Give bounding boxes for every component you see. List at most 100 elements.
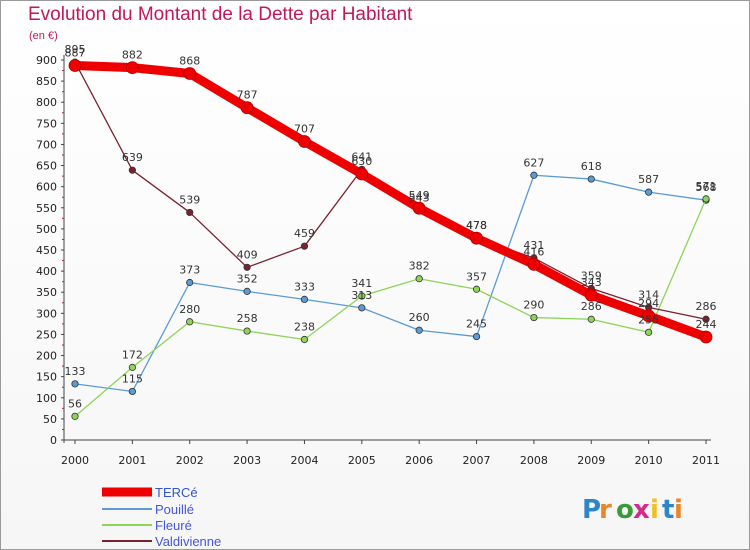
- data-label: 887: [65, 46, 86, 59]
- x-tick-label: 2000: [61, 454, 89, 467]
- x-tick-label: 2001: [118, 454, 146, 467]
- data-label: 478: [466, 219, 487, 232]
- y-tick-label: 550: [36, 202, 57, 215]
- data-point: [415, 326, 423, 334]
- data-point: [240, 101, 254, 115]
- data-label: 357: [466, 270, 487, 283]
- data-label: 543: [409, 192, 430, 205]
- data-point: [300, 295, 309, 303]
- y-tick-label: 400: [36, 265, 57, 278]
- legend-label: Pouillé: [155, 502, 194, 517]
- y-tick-label: 250: [36, 328, 57, 341]
- data-label: 787: [237, 89, 258, 102]
- data-label: 571: [696, 180, 717, 193]
- data-label: 549: [409, 189, 430, 202]
- x-tick-label: 2004: [290, 454, 318, 467]
- legend-label: Fleuré: [155, 518, 192, 533]
- y-tick-label: 700: [36, 138, 57, 151]
- y-tick-label: 800: [36, 96, 57, 109]
- data-label: 568: [696, 181, 717, 194]
- y-tick-label: 350: [36, 286, 57, 299]
- data-label: 868: [179, 55, 200, 68]
- data-point: [298, 135, 311, 148]
- y-tick-label: 650: [36, 160, 57, 173]
- data-label: 294: [638, 297, 659, 310]
- chart-title: Evolution du Montant de la Dette par Hab…: [28, 4, 413, 25]
- data-label: 382: [409, 260, 430, 273]
- data-point: [186, 208, 194, 217]
- data-point: [243, 287, 251, 295]
- data-point: [699, 330, 713, 344]
- data-point: [71, 380, 79, 388]
- data-label: 587: [638, 173, 659, 186]
- data-label: 373: [179, 264, 200, 277]
- y-tick-label: 900: [36, 54, 57, 67]
- logo-letter: o: [616, 495, 634, 525]
- data-point: [645, 188, 653, 196]
- data-label: 133: [65, 365, 86, 378]
- data-point: [472, 285, 481, 293]
- y-tick-label: 100: [36, 392, 57, 405]
- data-label: 333: [294, 280, 315, 293]
- x-tick-label: 2006: [405, 454, 433, 467]
- y-tick-label: 600: [36, 181, 57, 194]
- data-point: [642, 309, 656, 323]
- data-point: [71, 412, 79, 420]
- y-tick-label: 0: [50, 434, 57, 447]
- logo-letter: i: [650, 495, 659, 525]
- data-point: [527, 257, 541, 271]
- data-label: 630: [351, 155, 372, 168]
- x-tick-label: 2008: [520, 454, 548, 467]
- series-line-tercé: [70, 60, 711, 342]
- y-tick-label: 450: [36, 244, 57, 257]
- x-tick-label: 2005: [348, 454, 376, 467]
- data-point: [243, 263, 251, 271]
- data-label: 280: [179, 303, 200, 316]
- x-tick-label: 2003: [233, 454, 261, 467]
- data-point: [584, 288, 598, 302]
- data-point: [472, 332, 481, 341]
- data-point: [68, 59, 82, 72]
- data-label: 641: [351, 150, 372, 163]
- data-label: 238: [294, 321, 315, 334]
- data-point: [186, 318, 194, 326]
- data-point: [587, 315, 595, 323]
- data-label: 244: [696, 318, 717, 331]
- data-label: 409: [237, 248, 258, 261]
- logo-letter: x: [633, 495, 650, 525]
- y-tick-label: 200: [36, 350, 57, 363]
- y-tick-label: 50: [43, 413, 57, 426]
- data-label: 56: [68, 397, 82, 410]
- data-point: [300, 335, 309, 344]
- y-tick-label: 750: [36, 117, 57, 130]
- data-point: [587, 175, 595, 183]
- chart-unit: (en €): [29, 30, 58, 42]
- data-point: [186, 278, 194, 287]
- data-point: [125, 61, 139, 74]
- x-tick-label: 2011: [692, 454, 720, 467]
- data-point: [128, 166, 136, 174]
- x-tick-label: 2002: [176, 454, 204, 467]
- data-point: [702, 315, 710, 323]
- data-label: 539: [179, 193, 200, 206]
- data-point: [358, 292, 366, 300]
- legend-label: TERCé: [155, 485, 198, 500]
- legend-label: Valdivienne: [155, 534, 221, 549]
- data-point: [243, 327, 251, 335]
- data-label: 459: [294, 227, 315, 240]
- data-point: [183, 67, 197, 80]
- logo-letter: t: [662, 495, 674, 525]
- data-point: [128, 387, 136, 396]
- data-point: [702, 195, 710, 203]
- data-label: 314: [638, 288, 659, 301]
- data-point: [300, 242, 309, 250]
- data-label: 115: [122, 372, 143, 385]
- data-label: 290: [523, 299, 544, 312]
- data-label: 286: [696, 300, 717, 313]
- x-tick-label: 2009: [577, 454, 605, 467]
- data-point: [470, 231, 483, 245]
- series-line-pouillé: [74, 174, 707, 393]
- data-label: 895: [65, 43, 86, 56]
- x-tick-label: 2010: [635, 454, 663, 467]
